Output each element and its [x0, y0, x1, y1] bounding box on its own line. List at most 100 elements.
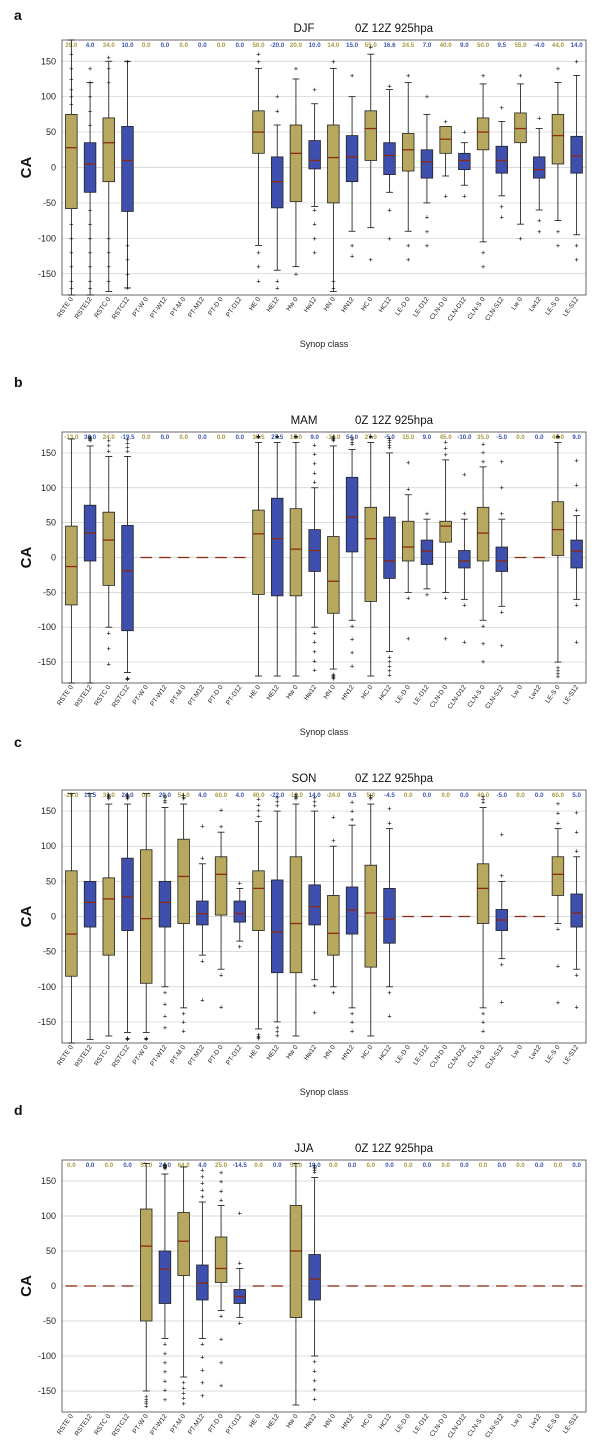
- outlier-marker: +: [462, 471, 466, 479]
- outlier-marker: +: [107, 65, 111, 73]
- outlier-marker: +: [107, 629, 111, 637]
- box-CLN-D12: + + + +: [458, 471, 471, 647]
- box-body: [458, 550, 471, 569]
- outlier-marker: +: [144, 1400, 148, 1408]
- median-annotation: 60.0: [215, 792, 228, 799]
- category-label: LE-D 0: [394, 1413, 412, 1434]
- median-annotation: 0.0: [441, 792, 450, 799]
- box-PT-M-0: +++++: [177, 1166, 190, 1408]
- outlier-marker: +: [69, 65, 73, 73]
- box-LE-S-0: + + +: [551, 65, 565, 250]
- outlier-marker: +: [200, 822, 204, 830]
- outlier-marker: +: [69, 263, 73, 271]
- outlier-marker: +: [182, 1384, 186, 1392]
- x-axis-label: Synop class: [300, 727, 349, 737]
- box-CLN-S-0: ++++++: [476, 793, 490, 1035]
- outlier-marker: +: [331, 433, 335, 441]
- median-annotation: 0.0: [423, 792, 432, 799]
- outlier-marker: +: [331, 673, 335, 681]
- outlier-marker: +: [69, 221, 73, 229]
- outlier-marker: +: [331, 671, 335, 679]
- median-annotation: -13.0: [64, 434, 79, 441]
- outlier-marker: +: [556, 433, 560, 441]
- category-label: CLN-S12: [484, 684, 505, 711]
- outlier-marker: +: [425, 214, 429, 222]
- plot-frame: [61, 431, 587, 684]
- median-annotation: 0.0: [366, 1162, 375, 1169]
- outlier-marker: +: [107, 794, 111, 802]
- median-annotation: 0.0: [254, 1162, 263, 1169]
- outlier-marker: +: [238, 1259, 242, 1267]
- box-body: [495, 546, 508, 572]
- box-body: [364, 864, 377, 968]
- outlier-marker: +: [275, 1032, 279, 1040]
- y-tick-label: 50: [46, 518, 56, 528]
- outlier-marker: +: [219, 971, 223, 979]
- outlier-marker: +: [294, 791, 298, 799]
- box-Hw12: ++++++++++: [308, 1162, 321, 1404]
- median-annotation: -20.0: [270, 42, 285, 49]
- y-tick-label: -50: [43, 1316, 56, 1326]
- category-label: CLN-D12: [446, 1044, 468, 1071]
- outlier-marker: +: [88, 433, 92, 441]
- median-annotation: 25.0: [215, 1162, 228, 1169]
- box-body: [271, 497, 284, 597]
- box-CLN-S-0: + + +: [476, 72, 490, 271]
- median-annotation: 7.0: [423, 42, 432, 49]
- outlier-marker: +: [275, 794, 279, 802]
- median-annotation: 9.0: [460, 42, 469, 49]
- median-annotation: 0.0: [123, 1162, 132, 1169]
- category-label: RSTE12: [74, 1413, 94, 1438]
- outlier-marker: +: [125, 675, 129, 683]
- outlier-marker: +: [369, 433, 373, 441]
- box-body: [327, 124, 340, 204]
- median-annotation: 20.0: [159, 792, 172, 799]
- box-RSTE12: [83, 793, 97, 1040]
- y-tick-label: -50: [43, 947, 56, 957]
- outlier-marker: +: [387, 654, 391, 662]
- y-tick-label: 100: [41, 483, 56, 493]
- box-PT-D12: + + +: [233, 1210, 246, 1328]
- outlier-marker: +: [200, 1341, 204, 1349]
- outlier-marker: +: [556, 433, 560, 441]
- median-annotation: -10.0: [289, 792, 304, 799]
- outlier-marker: +: [313, 629, 317, 637]
- box-body: [289, 856, 303, 974]
- outlier-marker: +: [369, 256, 373, 264]
- outlier-marker: +: [425, 228, 429, 236]
- outlier-marker: +: [238, 1320, 242, 1328]
- median-annotation: -10.0: [457, 434, 472, 441]
- outlier-marker: +: [125, 675, 129, 683]
- outlier-marker: +: [575, 507, 579, 515]
- category-label: RSTC 0: [93, 1413, 112, 1436]
- outlier-marker: +: [313, 1396, 317, 1404]
- outlier-marker: +: [313, 1377, 317, 1385]
- chart-title: JJA: [294, 1143, 314, 1155]
- category-label: PT-W 0: [132, 296, 151, 318]
- y-tick-label: -150: [38, 657, 56, 667]
- outlier-marker: +: [500, 608, 504, 616]
- outlier-marker: +: [275, 433, 279, 441]
- outlier-marker: +: [406, 594, 410, 602]
- outlier-marker: +: [107, 54, 111, 62]
- outlier-marker: +: [575, 828, 579, 836]
- outlier-marker: +: [350, 799, 354, 807]
- outlier-marker: +: [256, 1032, 260, 1040]
- outlier-marker: +: [144, 1036, 148, 1044]
- outlier-marker: +: [163, 989, 167, 997]
- outlier-marker: +: [200, 1366, 204, 1374]
- outlier-marker: +: [163, 1163, 167, 1171]
- outlier-marker: +: [69, 93, 73, 101]
- category-label: HE12: [266, 1413, 281, 1431]
- box-body: [345, 135, 359, 183]
- outlier-marker: +: [313, 1386, 317, 1394]
- outlier-marker: +: [238, 943, 242, 951]
- outlier-marker: +: [331, 672, 335, 680]
- outlier-marker: +: [500, 214, 504, 222]
- outlier-marker: +: [500, 642, 504, 650]
- outlier-marker: +: [313, 1367, 317, 1375]
- median-annotation: 0.0: [329, 1162, 338, 1169]
- outlier-marker: +: [69, 100, 73, 108]
- box-HC-0: ++: [364, 44, 377, 264]
- outlier-marker: +: [500, 510, 504, 518]
